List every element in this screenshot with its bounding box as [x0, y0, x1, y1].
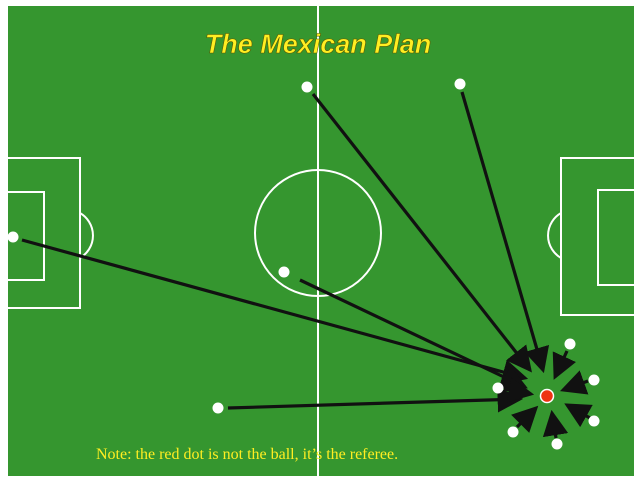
players: [7, 78, 600, 450]
arrow: [564, 403, 593, 428]
player: [588, 374, 600, 386]
player: [454, 78, 466, 90]
arrows: [21, 91, 593, 439]
player: [212, 402, 224, 414]
player: [588, 415, 600, 427]
center-circle: [254, 169, 382, 297]
player: [564, 338, 576, 350]
right-penalty-arc: [547, 212, 562, 259]
arrow: [311, 93, 532, 373]
arrow: [227, 386, 524, 413]
pitch-markings: [8, 6, 634, 476]
diagram-title: The Mexican Plan: [205, 29, 432, 59]
arrow: [21, 238, 529, 385]
referee-dot: [539, 388, 555, 404]
left-penalty-arc: [79, 212, 94, 259]
arrow: [542, 409, 569, 439]
arrow: [552, 350, 577, 380]
left-goal-area: [8, 191, 45, 281]
arrow: [511, 405, 539, 433]
arrow: [559, 370, 589, 395]
right-penalty-area: [560, 157, 634, 316]
arrow: [299, 278, 528, 389]
player: [7, 231, 19, 243]
player: [551, 438, 563, 450]
player: [278, 266, 290, 278]
player: [507, 426, 519, 438]
note-text: Note: the red dot is not the ball, it’s …: [96, 446, 398, 463]
player: [301, 81, 313, 93]
left-penalty-area: [8, 157, 81, 309]
arrow: [460, 91, 550, 374]
player: [492, 382, 504, 394]
right-goal-area: [597, 189, 634, 286]
arrow: [503, 377, 535, 403]
